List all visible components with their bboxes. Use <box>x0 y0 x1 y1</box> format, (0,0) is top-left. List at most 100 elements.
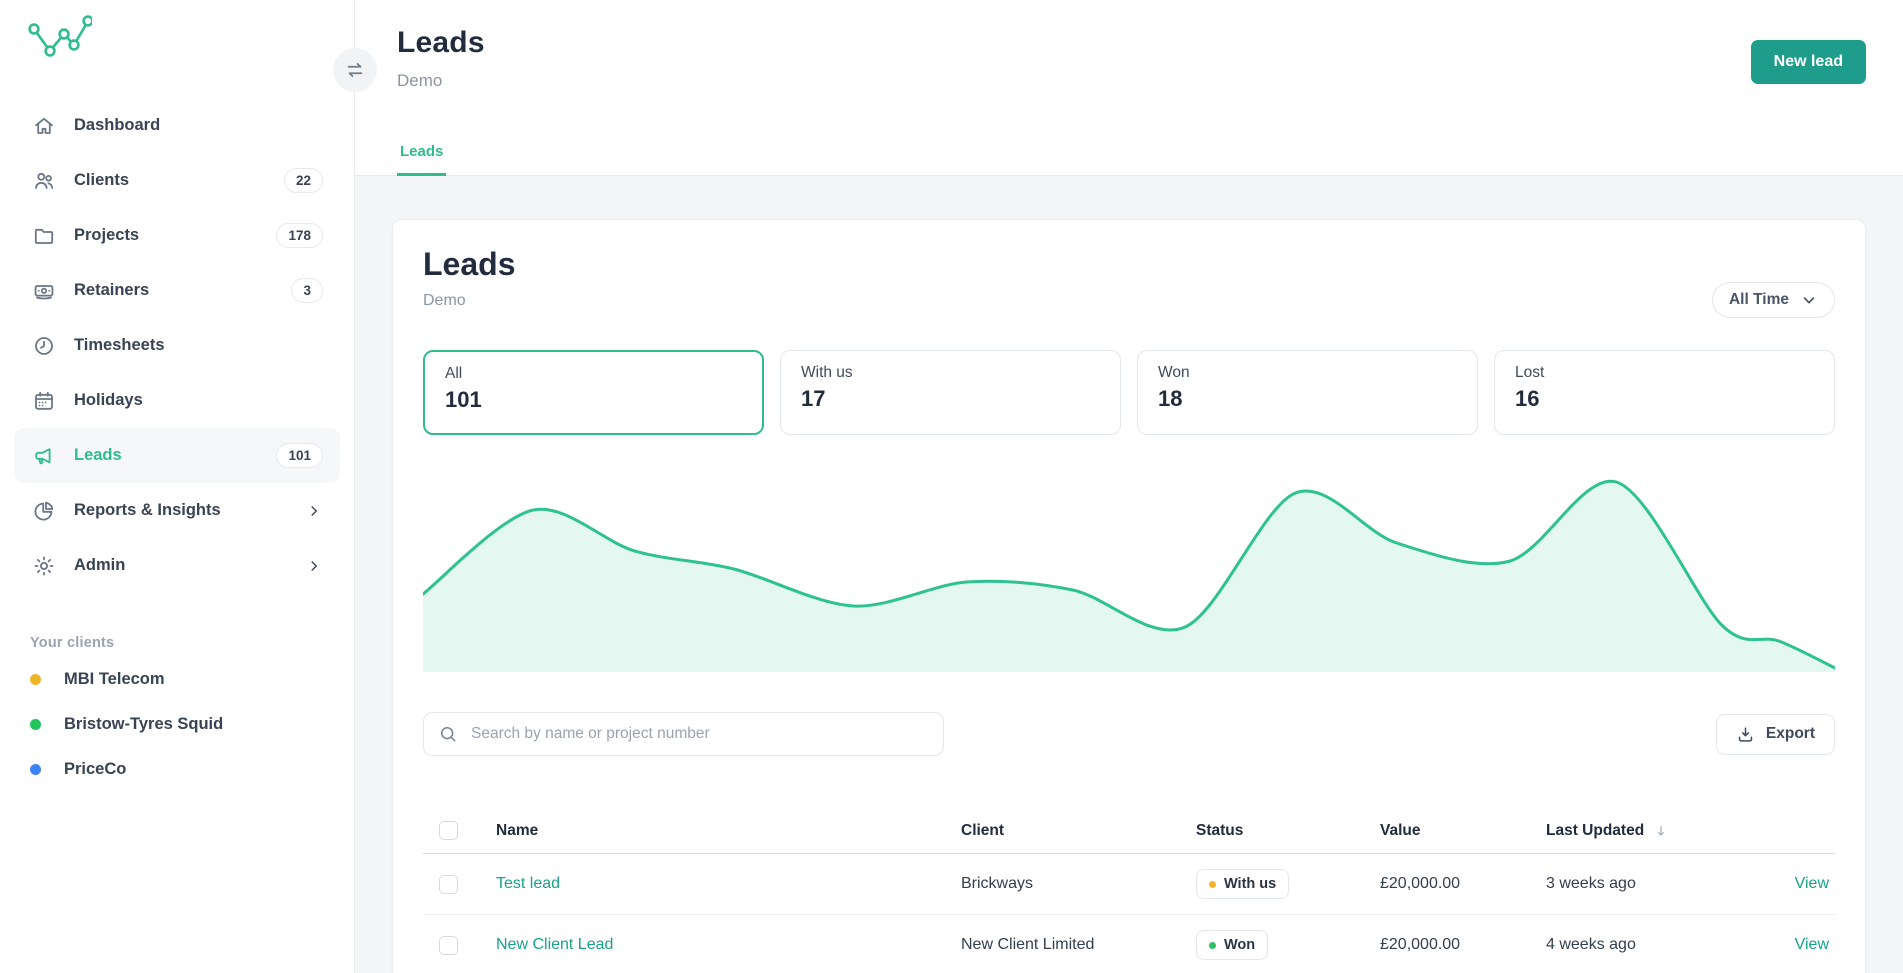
client-item-bristow-tyres-squid[interactable]: Bristow-Tyres Squid <box>0 702 354 747</box>
sidebar-item-label: Leads <box>74 446 122 464</box>
status-badge: With us <box>1196 869 1290 899</box>
page-subtitle: Demo <box>397 71 443 90</box>
users-icon-svg <box>35 172 54 189</box>
table-header-row: Name Client Status Value Last Updated <box>423 808 1835 854</box>
leads-table: Name Client Status Value Last Updated Test le… <box>423 808 1835 973</box>
sidebar-item-reports-insights[interactable]: Reports & Insights <box>14 483 340 538</box>
status-dot <box>1209 941 1216 949</box>
lead-name-link[interactable]: Test lead <box>496 875 561 892</box>
client-color-dot <box>30 674 41 685</box>
export-button[interactable]: Export <box>1715 713 1835 755</box>
count-badge: 178 <box>276 223 323 248</box>
users-icon <box>31 168 57 194</box>
sidebar-item-admin[interactable]: Admin <box>14 538 340 593</box>
chevron-right-svg <box>311 505 317 516</box>
sidebar: Dashboard Clients 22 Projects 178 Retainers 3 T… <box>0 0 355 973</box>
chevron-right-svg <box>311 560 317 571</box>
panel-subtitle: Demo <box>423 292 466 309</box>
status-badge: Won <box>1196 930 1269 960</box>
calendar-icon-svg <box>35 391 53 410</box>
client-item-priceco[interactable]: PriceCo <box>0 747 354 792</box>
row-checkbox[interactable] <box>439 874 458 894</box>
sidebar-item-label: Holidays <box>74 391 143 409</box>
sidebar-item-retainers[interactable]: Retainers 3 <box>14 263 340 318</box>
logo-zigzag-icon <box>28 15 94 57</box>
status-dot <box>1209 880 1216 888</box>
stat-label: Lost <box>1515 364 1545 381</box>
search-box[interactable] <box>423 712 944 756</box>
your-clients-heading: Your clients <box>30 635 115 651</box>
sort-descending-icon[interactable] <box>1653 823 1669 839</box>
column-header-last-updated[interactable]: Last Updated <box>1546 822 1760 840</box>
client-color-dot <box>30 719 41 730</box>
home-icon <box>31 113 57 139</box>
value-cell: £20,000.00 <box>1380 875 1461 892</box>
search-input[interactable] <box>469 724 929 744</box>
export-label: Export <box>1765 725 1815 742</box>
time-filter-dropdown[interactable]: All Time <box>1711 282 1835 318</box>
client-color-dot <box>30 764 41 775</box>
chart-line <box>423 481 1835 668</box>
sidebar-item-dashboard[interactable]: Dashboard <box>14 98 340 153</box>
pie-icon-svg <box>34 501 54 520</box>
stat-card-with-us[interactable]: With us 17 <box>780 350 1121 435</box>
page-header: Leads Demo New lead Leads <box>355 0 1903 176</box>
folder-icon-svg <box>34 228 54 244</box>
value-cell: £20,000.00 <box>1380 936 1461 953</box>
tab-leads[interactable]: Leads <box>397 143 447 176</box>
panel-header: Leads Demo All Time <box>423 246 1835 318</box>
sidebar-collapse-button[interactable] <box>333 48 377 92</box>
last-updated-cell: 3 weeks ago <box>1546 875 1636 892</box>
sidebar-item-leads[interactable]: Leads 101 <box>14 428 340 483</box>
row-checkbox[interactable] <box>439 935 458 955</box>
lead-name-link[interactable]: New Client Lead <box>496 936 614 953</box>
chevron-right-icon <box>305 502 323 520</box>
home-icon-svg <box>35 117 53 134</box>
stat-card-lost[interactable]: Lost 16 <box>1494 350 1835 435</box>
last-updated-cell: 4 weeks ago <box>1546 936 1636 953</box>
column-header-status[interactable]: Status <box>1196 821 1244 839</box>
leads-panel: Leads Demo All Time All 101 With us 17 Won 18… <box>392 219 1866 973</box>
gear-icon-svg <box>34 556 54 575</box>
stat-value: 18 <box>1158 386 1183 411</box>
status-label: With us <box>1224 876 1277 892</box>
count-badge: 3 <box>291 278 323 303</box>
stat-label: Won <box>1158 364 1190 381</box>
stat-value: 17 <box>801 386 826 411</box>
client-item-mbi-telecom[interactable]: MBI Telecom <box>0 657 354 702</box>
tab-bar: Leads <box>397 143 476 176</box>
stat-value: 16 <box>1515 386 1540 411</box>
sidebar-item-timesheets[interactable]: Timesheets <box>14 318 340 373</box>
sidebar-item-label: Reports & Insights <box>74 501 221 519</box>
sort-arrow-svg <box>1658 825 1665 836</box>
column-header-value[interactable]: Value <box>1380 821 1421 839</box>
client-name: PriceCo <box>64 760 127 778</box>
stat-label: With us <box>801 364 853 381</box>
sidebar-item-label: Clients <box>74 171 130 189</box>
column-header-name[interactable]: Name <box>496 821 539 839</box>
stat-card-won[interactable]: Won 18 <box>1137 350 1478 435</box>
sidebar-item-projects[interactable]: Projects 178 <box>14 208 340 263</box>
folder-icon <box>31 223 57 249</box>
client-name: Bristow-Tyres Squid <box>64 715 224 733</box>
count-badge: 101 <box>276 443 323 468</box>
new-lead-button[interactable]: New lead <box>1750 40 1866 84</box>
pie-icon <box>31 498 57 524</box>
clock-icon <box>31 333 57 359</box>
select-all-checkbox[interactable] <box>439 821 458 840</box>
view-link[interactable]: View <box>1794 936 1829 953</box>
view-link[interactable]: View <box>1794 875 1829 892</box>
main-area: Leads Demo New lead Leads Leads Demo All… <box>333 0 1903 973</box>
megaphone-icon <box>31 443 57 469</box>
app-logo[interactable] <box>0 0 354 86</box>
sidebar-nav: Dashboard Clients 22 Projects 178 Retainers 3 T… <box>0 98 354 593</box>
sidebar-item-clients[interactable]: Clients 22 <box>14 153 340 208</box>
sidebar-item-label: Retainers <box>74 281 150 299</box>
column-header-client[interactable]: Client <box>961 821 1005 839</box>
sidebar-item-holidays[interactable]: Holidays <box>14 373 340 428</box>
chevron-down-icon <box>1803 297 1815 304</box>
content-area: Leads Demo All Time All 101 With us 17 Won 18… <box>355 176 1903 973</box>
calendar-icon <box>31 388 57 414</box>
stat-card-all[interactable]: All 101 <box>423 350 764 435</box>
clock-icon-svg <box>35 336 53 355</box>
